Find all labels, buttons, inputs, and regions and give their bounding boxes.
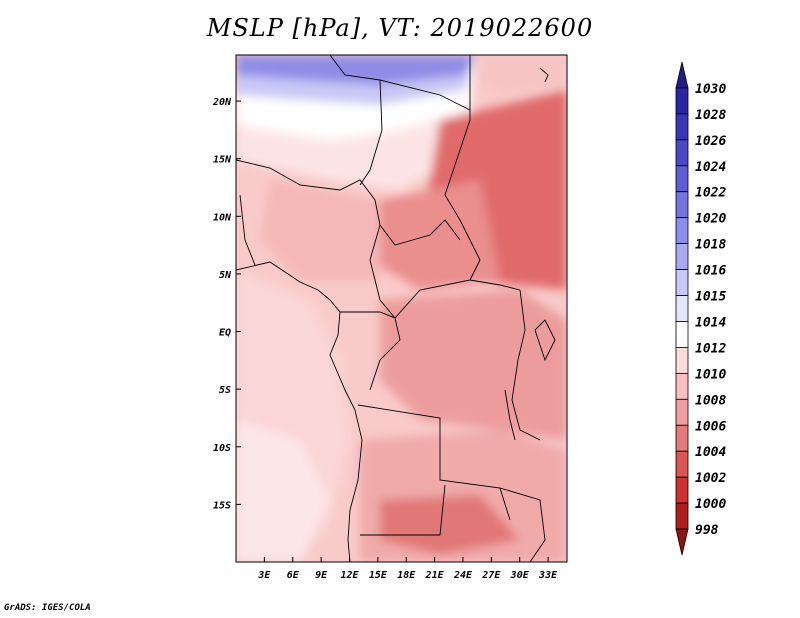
y-tick-label: 20N — [212, 97, 232, 108]
colorbar-label: 1008 — [695, 393, 726, 408]
colorbar-label: 1000 — [695, 497, 726, 512]
colorbar-label: 1012 — [695, 341, 726, 356]
cameroon-border — [369, 224, 396, 319]
colorbar-swatch — [675, 502, 689, 530]
colorbar-swatch — [675, 139, 689, 167]
colorbar-swatch — [675, 424, 689, 452]
nile-coast — [539, 67, 549, 83]
shade-nigeria — [260, 180, 380, 280]
colorbar-swatch — [675, 113, 689, 141]
y-axis: 20N 15N 10N 5N EQ 5S 10S 15S — [212, 97, 241, 511]
colorbar-swatch — [675, 295, 689, 322]
y-tick-label: 5N — [219, 270, 232, 281]
colorbar-label: 998 — [695, 523, 719, 538]
colorbar-swatch — [675, 87, 689, 115]
map-frame — [235, 54, 568, 563]
colorbar: 1030 1028 1026 1024 1022 1020 1018 1016 1015 1014… — [675, 61, 726, 556]
west-africa-coastline — [236, 261, 363, 562]
x-tick-label: 24E — [453, 570, 473, 581]
colorbar-swatch — [675, 347, 689, 374]
y-tick-label: 10S — [213, 443, 231, 454]
colorbar-label: 1020 — [695, 212, 726, 227]
lake-tanganyika — [504, 389, 516, 441]
gabon-congo-border — [340, 311, 401, 391]
x-tick-label: 27E — [481, 570, 501, 581]
shade-congo — [380, 290, 567, 440]
grads-credit: GrADS: IGES/COLA — [4, 603, 91, 613]
colorbar-label: 1004 — [695, 445, 726, 460]
colorbar-swatch — [675, 450, 689, 478]
x-tick-label: 15E — [369, 570, 388, 581]
niger-border — [236, 159, 381, 226]
shade-zambia-low — [380, 495, 520, 555]
colorbar-swatch — [675, 217, 689, 245]
x-tick-label: 3E — [257, 570, 271, 581]
y-tick-label: 15N — [213, 155, 232, 166]
x-tick-label: 33E — [538, 570, 558, 581]
pressure-field — [236, 55, 567, 562]
colorbar-label: 1014 — [695, 315, 726, 330]
shade-chad-low — [370, 180, 500, 290]
colorbar-swatch — [675, 191, 689, 219]
colorbar-swatch — [675, 372, 689, 400]
colorbar-swatch — [675, 476, 689, 504]
colorbar-label: 1028 — [695, 108, 726, 123]
colorbar-label: 1002 — [695, 471, 726, 486]
colorbar-swatch — [675, 269, 689, 296]
x-tick-label: 6E — [287, 570, 300, 581]
lake-victoria — [534, 319, 556, 362]
car-drc-border — [394, 279, 521, 319]
drc-east-border — [511, 289, 541, 441]
colorbar-label: 1018 — [695, 238, 726, 253]
colorbar-label: 1016 — [695, 264, 726, 279]
shade-south-atlantic — [236, 420, 330, 562]
colorbar-label: 1026 — [695, 134, 726, 149]
namibia-border — [360, 484, 446, 536]
y-tick-label: 15S — [213, 500, 231, 511]
y-tick-label: 10N — [213, 212, 232, 223]
y-tick-label: 5S — [219, 385, 231, 396]
zambia-border — [499, 487, 546, 562]
borders — [236, 55, 556, 562]
angola-drc-border — [357, 404, 511, 521]
x-tick-label: 30E — [510, 570, 530, 581]
colorbar-label: 1010 — [695, 367, 726, 382]
colorbar-swatch — [675, 321, 689, 348]
shade-northeast — [480, 55, 567, 95]
colorbar-swatch — [675, 243, 689, 270]
west-border — [239, 194, 256, 266]
x-axis: 3E 6E 9E 12E 15E 18E 21E 24E 27E 30E 33E — [257, 557, 558, 581]
colorbar-label: 1030 — [695, 82, 726, 97]
colorbar-label: 1006 — [695, 419, 726, 434]
chad-car-border — [379, 219, 461, 246]
x-tick-label: 12E — [340, 570, 359, 581]
colorbar-swatch — [675, 165, 689, 193]
colorbar-swatch — [675, 61, 689, 89]
chad-sudan-border — [444, 55, 481, 281]
colorbar-label: 1022 — [695, 186, 726, 201]
map-title: MSLP [hPa], VT: 2019022600 — [206, 14, 594, 42]
colorbar-swatch — [675, 398, 689, 426]
x-tick-label: 9E — [315, 570, 328, 581]
colorbar-swatch — [675, 528, 689, 556]
colorbar-label: 1015 — [695, 290, 726, 305]
field-shading — [236, 55, 567, 562]
shade-sahara-violet — [236, 55, 475, 85]
colorbar-label: 1024 — [695, 160, 726, 175]
x-tick-label: 18E — [397, 570, 416, 581]
y-tick-label: EQ — [219, 328, 231, 339]
niger-chad-border — [359, 79, 383, 186]
x-tick-label: 21E — [425, 570, 445, 581]
